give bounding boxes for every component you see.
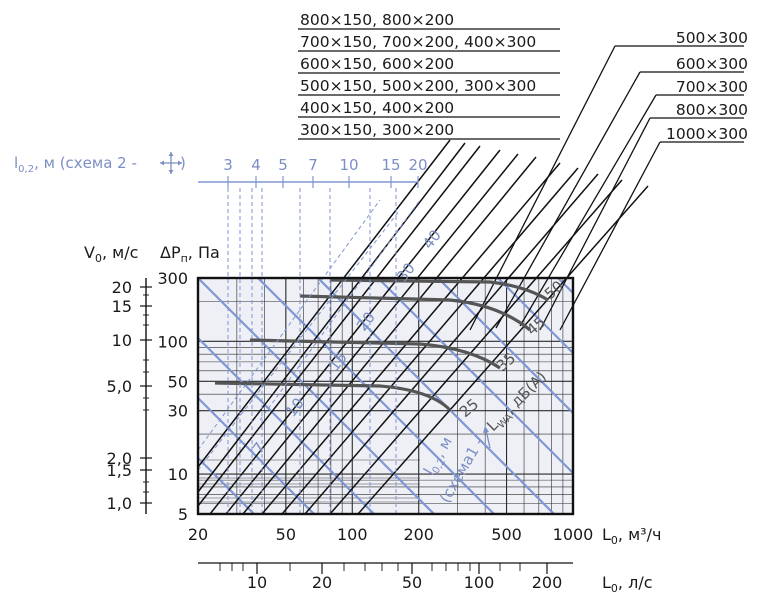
v-tick-label: 5,0 bbox=[107, 377, 132, 396]
v-tick-label: 1,0 bbox=[107, 494, 132, 513]
x-tick-label: 100 bbox=[337, 525, 368, 544]
size-right-label: 600×300 bbox=[676, 55, 748, 73]
size-group-label: 500×150, 500×200, 300×300 bbox=[300, 77, 536, 95]
size-leader-line bbox=[495, 71, 641, 329]
duct-size-line bbox=[261, 162, 561, 515]
scheme1-arrow-icon bbox=[483, 426, 491, 449]
plot-border bbox=[196, 276, 575, 516]
throw-line bbox=[436, 278, 573, 415]
throw-line bbox=[496, 278, 573, 355]
y-tick-label: 10 bbox=[168, 465, 188, 484]
duct-size-line bbox=[209, 149, 501, 515]
l-axis-tick-label: 5 bbox=[278, 156, 288, 174]
throw-line bbox=[376, 278, 573, 475]
duct-size-line bbox=[281, 167, 579, 515]
l-axis-tick-label: 4 bbox=[251, 156, 261, 174]
throw-line bbox=[198, 336, 376, 514]
x2-tick-label: 50 bbox=[402, 573, 422, 592]
projection-dashed-line bbox=[197, 199, 381, 451]
x2-tick-label: 200 bbox=[532, 573, 563, 592]
y-tick-label: 300 bbox=[157, 269, 188, 288]
y-tick-label: 50 bbox=[168, 372, 188, 391]
dp-axis-title: ΔPп, Па bbox=[160, 243, 220, 265]
l-axis-title-end: ) bbox=[180, 154, 186, 172]
v-tick-label: 20 bbox=[112, 278, 132, 297]
y-tick-label: 5 bbox=[178, 505, 188, 524]
x-tick-label: 20 bbox=[188, 525, 208, 544]
size-group-label: 600×150, 600×200 bbox=[300, 55, 454, 73]
duct-size-line bbox=[304, 173, 599, 515]
size-group-label: 400×150, 400×200 bbox=[300, 99, 454, 117]
x-tick-label: 500 bbox=[491, 525, 522, 544]
duct-size-line bbox=[225, 153, 519, 515]
projection-dashed-line bbox=[259, 199, 421, 421]
throw-line bbox=[256, 278, 496, 514]
l-axis-tick-label: 10 bbox=[339, 156, 358, 174]
v-tick-label: 1,5 bbox=[107, 461, 132, 480]
size-right-label: 1000×300 bbox=[666, 125, 748, 143]
size-leader-line bbox=[539, 117, 651, 331]
x2-tick-label: 20 bbox=[312, 573, 332, 592]
size-group-label: 700×150, 700×200, 400×300 bbox=[300, 33, 536, 51]
l-axis-tick-label: 7 bbox=[308, 156, 318, 174]
l-axis-title: l0,2, м (схема 2 - bbox=[14, 154, 137, 175]
y-tick-label: 30 bbox=[168, 402, 188, 421]
noise-curve bbox=[299, 294, 532, 332]
size-right-label: 800×300 bbox=[676, 101, 748, 119]
size-group-label: 800×150, 800×200 bbox=[300, 11, 454, 29]
v-tick-label: 10 bbox=[112, 331, 132, 350]
size-group-label: 300×150, 300×200 bbox=[300, 121, 454, 139]
size-leader-line bbox=[559, 141, 661, 331]
x-axis-title: L0, м³/ч bbox=[602, 525, 661, 547]
noise-curve bbox=[249, 338, 501, 370]
l-axis-tick-label: 3 bbox=[223, 156, 233, 174]
size-right-label: 700×300 bbox=[676, 78, 748, 96]
size-leader-line bbox=[519, 94, 657, 327]
projection-dashed-line bbox=[197, 209, 401, 471]
l-axis-tick-label: 15 bbox=[381, 156, 400, 174]
v-tick-label: 2,0 bbox=[107, 449, 132, 468]
throw-line bbox=[198, 396, 316, 514]
noise-curve bbox=[214, 381, 452, 412]
l-axis-tick-label: 20 bbox=[408, 156, 427, 174]
noise-curve bbox=[329, 278, 549, 302]
v0-axis-title: V0, м/с bbox=[84, 243, 138, 265]
x2-axis-title: L0, л/с bbox=[602, 573, 653, 595]
four-way-arrow-icon bbox=[160, 152, 182, 174]
duct-size-line bbox=[242, 156, 537, 515]
size-right-label: 500×300 bbox=[676, 29, 748, 47]
duct-size-line bbox=[357, 185, 649, 515]
x-tick-label: 200 bbox=[403, 525, 434, 544]
x2-tick-label: 10 bbox=[247, 573, 267, 592]
x-tick-label: 1000 bbox=[553, 525, 594, 544]
duct-size-line bbox=[197, 142, 466, 493]
x-tick-label: 50 bbox=[276, 525, 296, 544]
v-tick-label: 15 bbox=[112, 297, 132, 316]
y-tick-label: 100 bbox=[157, 332, 188, 351]
x2-tick-label: 100 bbox=[464, 573, 495, 592]
duct-size-line bbox=[197, 145, 481, 507]
